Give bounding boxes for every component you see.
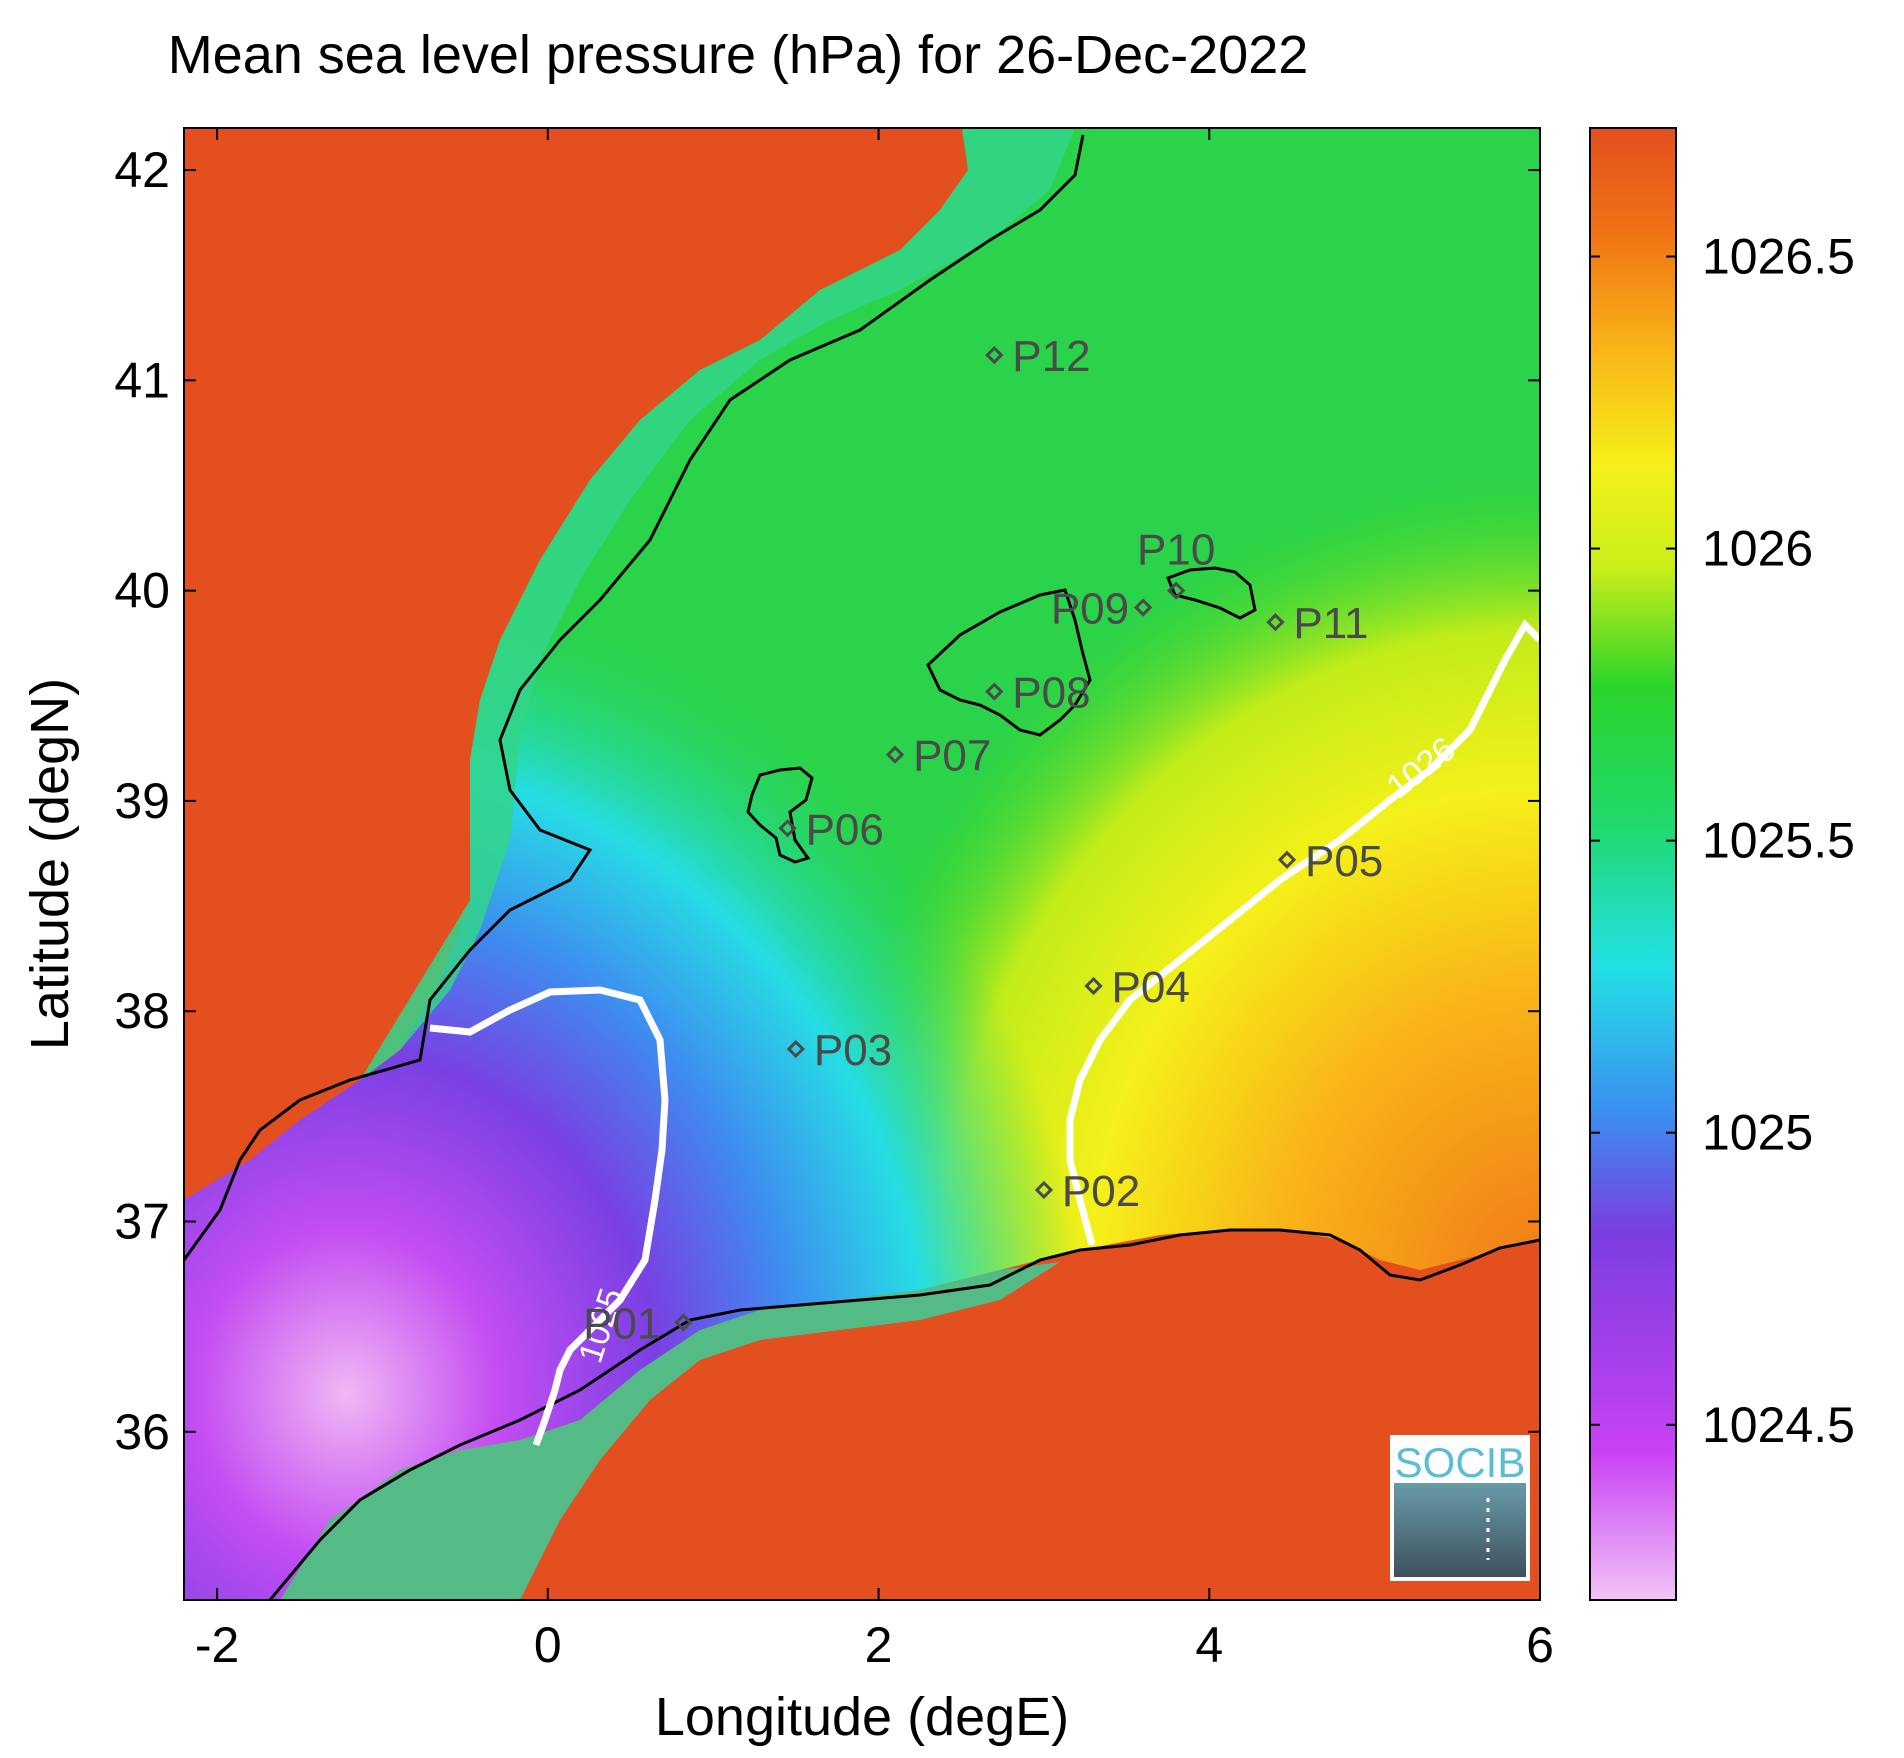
colorbar [1589,127,1677,1601]
land-iberia [184,128,968,1200]
station-label: P04 [1112,963,1190,1012]
x-axis-title: Longitude (degE) [655,1687,1069,1747]
x-tick-label: 2 [865,1617,893,1673]
pressure-field: 1026 1025 SOCIB P01P02P03P04P05P06P07P08… [184,128,1540,1600]
x-tick-label: 0 [534,1617,562,1673]
y-tick-label: 37 [114,1193,170,1249]
africa-coastal-band [280,1262,1060,1600]
station-marker [1167,581,1186,600]
station-marker [674,1313,693,1332]
station-label: P06 [806,805,884,854]
station-marker [885,745,905,764]
island-mallorca [926,588,1092,737]
x-tick-label: -2 [195,1617,239,1673]
station-marker [1034,1180,1054,1200]
colorbar-tick-label: 1025.5 [1702,813,1855,869]
map-title: Mean sea level pressure (hPa) for 26-Dec… [167,25,1309,85]
station-label: P08 [1012,669,1090,718]
y-tick-label: 38 [114,983,170,1039]
x-tick-label: 4 [1195,1617,1223,1673]
station-marker [1277,850,1297,869]
station-marker [985,345,1004,365]
station-marker [1084,976,1103,996]
land-africa [280,1230,1540,1600]
socib-logo-text: SOCIB [1395,1439,1526,1486]
y-axis-title: Latitude (degN) [20,678,80,1050]
station-marker [778,819,797,838]
y-tick-label: 42 [114,142,170,198]
station-label: P02 [1062,1167,1140,1216]
station-label: P10 [1137,526,1215,575]
station-marker [985,682,1004,701]
station-label: P11 [1293,599,1368,648]
x-tick-label: 6 [1526,1617,1554,1673]
station-label: P03 [814,1026,892,1075]
contour-1026 [1066,619,1540,1246]
station-label: P01 [583,1299,661,1348]
y-tick-label: 36 [114,1404,170,1460]
station-label: P05 [1305,837,1383,886]
station-marker [1266,613,1285,632]
socib-logo: SOCIB [1390,1435,1530,1581]
station-marker [786,1039,805,1059]
y-tick-label: 40 [114,563,170,619]
station-label: P09 [1051,584,1129,633]
coastline-iberia [184,134,1085,1261]
colorbar-tick-label: 1025 [1702,1105,1813,1161]
coastline-africa [268,1228,1540,1600]
y-axis: 36 37 38 39 40 41 42 [114,142,1540,1460]
colorbar-axis: 1024.5 1025 1025.5 1026 1026.5 [1590,229,1855,1453]
contour-1025 [429,986,669,1447]
y-tick-label: 41 [114,352,170,408]
island-menorca [1166,566,1257,620]
coastal-band [360,128,1075,1080]
colorbar-tick-label: 1026.5 [1702,229,1855,285]
island-ibiza [746,766,814,864]
colorbar-tick-label: 1024.5 [1702,1397,1855,1453]
colorbar-tick-label: 1026 [1702,521,1813,577]
plot-frame [183,127,1541,1601]
station-marker [1133,598,1153,617]
y-tick-label: 39 [114,773,170,829]
station-label: P12 [1012,332,1090,381]
station-label: P07 [913,732,991,781]
x-axis: -2 0 2 4 6 [195,128,1554,1673]
